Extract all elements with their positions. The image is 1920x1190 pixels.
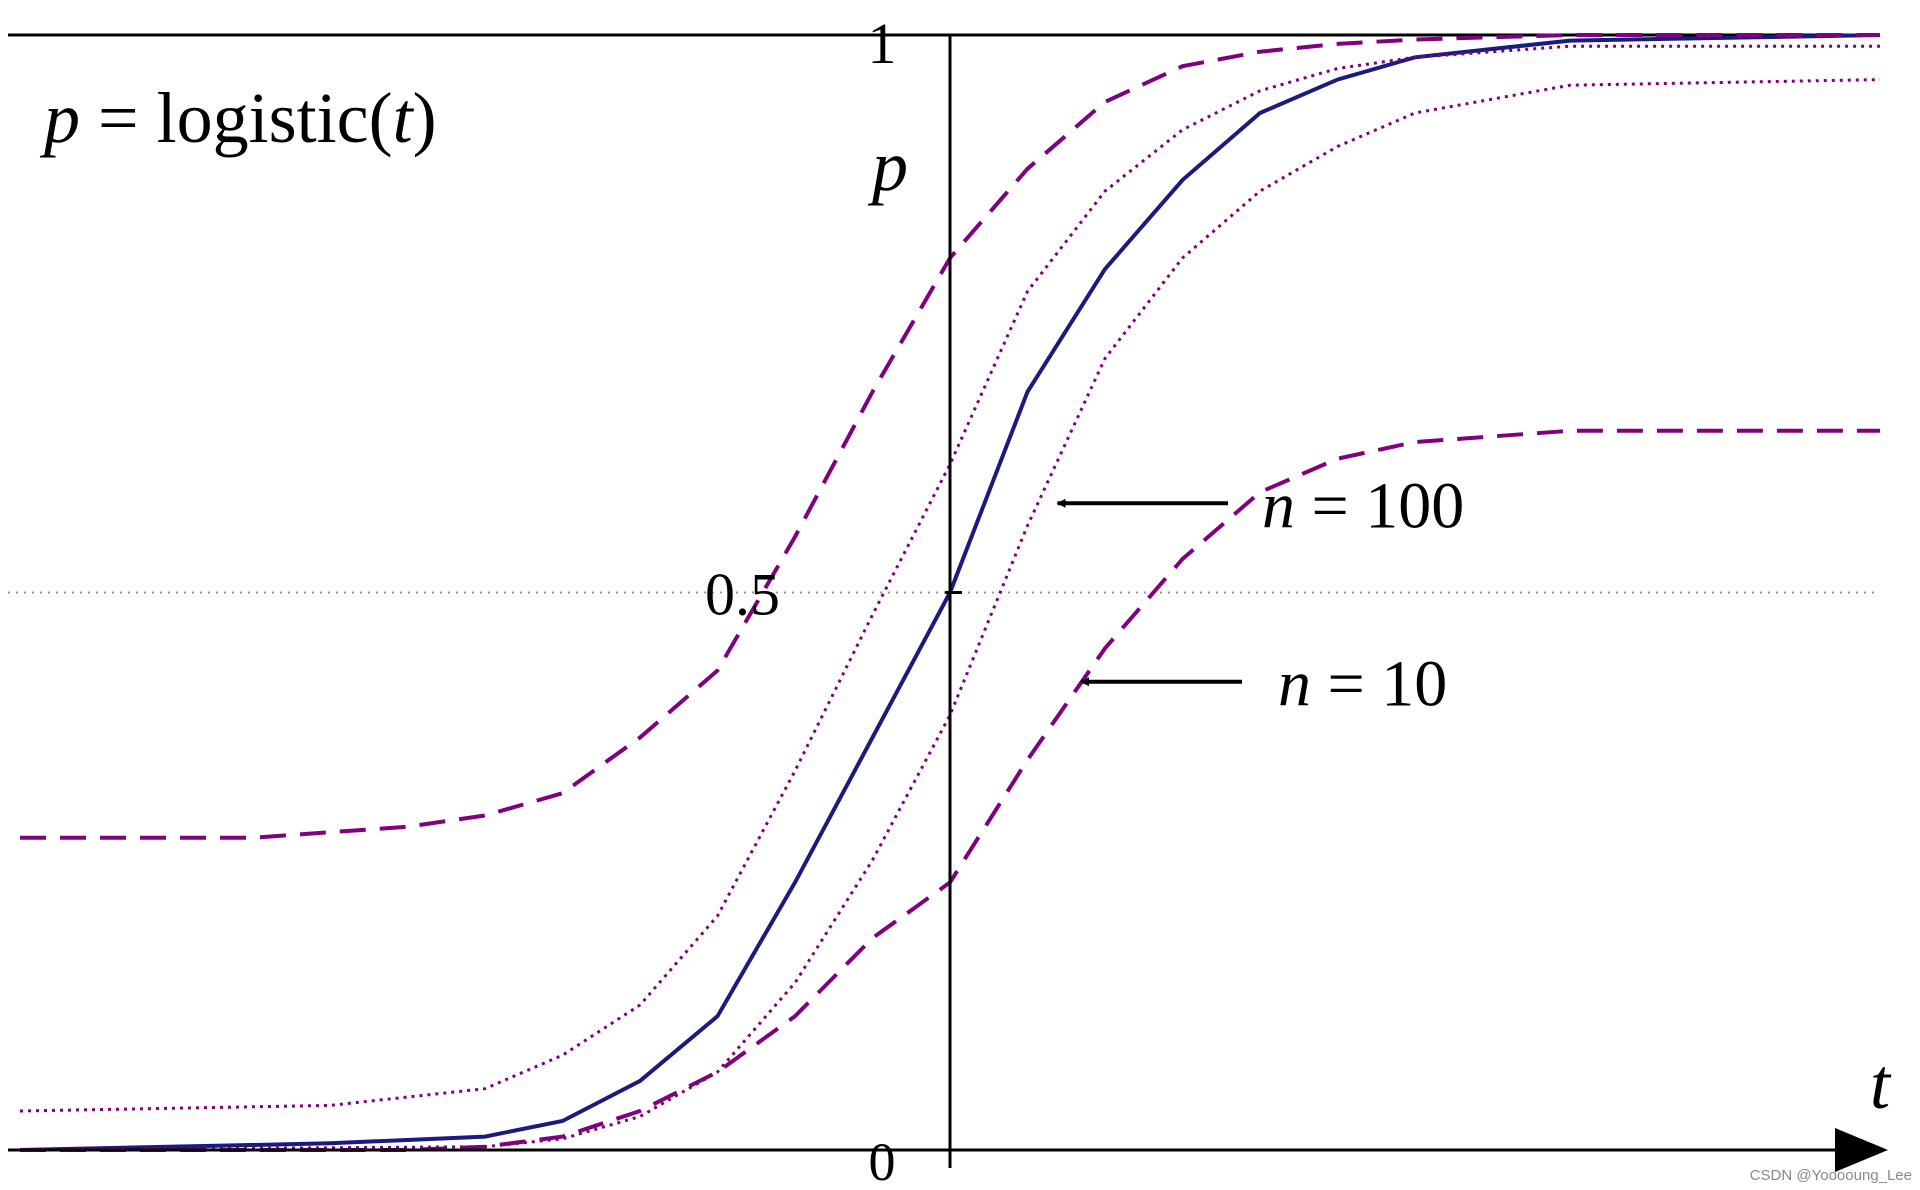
- series-dashed-3: [20, 33, 1880, 840]
- y-tick-label-0: 0: [869, 1132, 896, 1190]
- series-dotted-1: [19, 44, 1880, 1113]
- watermark: CSDN @Yooooung_Lee: [1750, 1167, 1912, 1184]
- y-tick-label-half: 0.5: [705, 562, 780, 628]
- y-axis-label: p: [867, 126, 908, 206]
- y-tick-label-1: 1: [868, 11, 897, 76]
- title-t: t: [393, 78, 415, 158]
- annotation-n10: n = 10: [1278, 648, 1447, 721]
- title-p: p: [39, 78, 80, 158]
- x-axis-arrowhead: [1835, 1128, 1888, 1172]
- chart-title: p = logistic(t): [39, 78, 437, 158]
- annotation-n100: n = 100: [1262, 469, 1464, 542]
- series-dotted-2: [19, 78, 1881, 1152]
- x-axis-label: t: [1870, 1044, 1892, 1124]
- title-eq: = logistic(: [80, 78, 393, 158]
- title-close: ): [413, 78, 437, 158]
